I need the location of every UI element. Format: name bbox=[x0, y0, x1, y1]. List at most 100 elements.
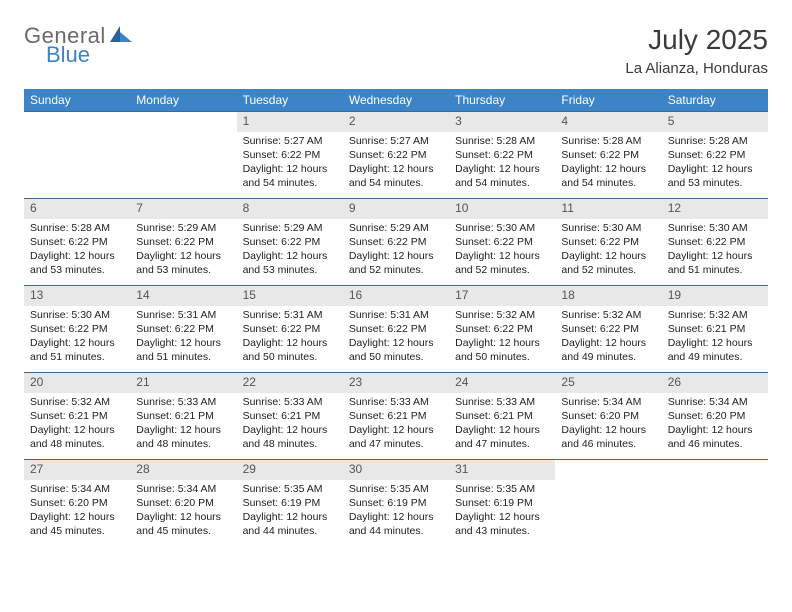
day-detail-line: Daylight: 12 hours bbox=[455, 510, 549, 524]
day-detail-line: Sunrise: 5:28 AM bbox=[30, 221, 124, 235]
day-number: 23 bbox=[343, 373, 449, 393]
calendar-day-cell bbox=[130, 112, 236, 198]
day-detail-line: Sunset: 6:20 PM bbox=[561, 409, 655, 423]
day-details: Sunrise: 5:29 AMSunset: 6:22 PMDaylight:… bbox=[343, 219, 449, 284]
day-detail-line: Sunset: 6:22 PM bbox=[30, 235, 124, 249]
day-detail-line: Sunrise: 5:30 AM bbox=[455, 221, 549, 235]
day-number: 10 bbox=[449, 199, 555, 219]
day-number: 26 bbox=[662, 373, 768, 393]
day-number: 17 bbox=[449, 286, 555, 306]
calendar-day-cell: 14Sunrise: 5:31 AMSunset: 6:22 PMDayligh… bbox=[130, 286, 236, 372]
day-detail-line: Sunset: 6:22 PM bbox=[668, 235, 762, 249]
weekday-label: Wednesday bbox=[343, 89, 449, 111]
day-details: Sunrise: 5:27 AMSunset: 6:22 PMDaylight:… bbox=[237, 132, 343, 197]
weekday-label: Sunday bbox=[24, 89, 130, 111]
calendar-day-cell: 21Sunrise: 5:33 AMSunset: 6:21 PMDayligh… bbox=[130, 373, 236, 459]
day-detail-line: Sunset: 6:22 PM bbox=[30, 322, 124, 336]
day-details: Sunrise: 5:28 AMSunset: 6:22 PMDaylight:… bbox=[449, 132, 555, 197]
day-detail-line: Sunset: 6:22 PM bbox=[243, 235, 337, 249]
day-details: Sunrise: 5:34 AMSunset: 6:20 PMDaylight:… bbox=[24, 480, 130, 545]
calendar-day-cell: 25Sunrise: 5:34 AMSunset: 6:20 PMDayligh… bbox=[555, 373, 661, 459]
day-detail-line: Daylight: 12 hours bbox=[455, 336, 549, 350]
day-number: 9 bbox=[343, 199, 449, 219]
day-detail-line: and 49 minutes. bbox=[561, 350, 655, 364]
day-number: 21 bbox=[130, 373, 236, 393]
day-detail-line: Sunset: 6:22 PM bbox=[561, 148, 655, 162]
day-detail-line: Sunset: 6:22 PM bbox=[349, 322, 443, 336]
day-detail-line: Daylight: 12 hours bbox=[349, 510, 443, 524]
day-detail-line: and 51 minutes. bbox=[30, 350, 124, 364]
day-details: Sunrise: 5:33 AMSunset: 6:21 PMDaylight:… bbox=[237, 393, 343, 458]
day-number: 4 bbox=[555, 112, 661, 132]
day-detail-line: Sunset: 6:21 PM bbox=[668, 322, 762, 336]
day-number: 31 bbox=[449, 460, 555, 480]
day-details: Sunrise: 5:33 AMSunset: 6:21 PMDaylight:… bbox=[343, 393, 449, 458]
day-detail-line: and 44 minutes. bbox=[243, 524, 337, 538]
day-detail-line: Daylight: 12 hours bbox=[455, 249, 549, 263]
day-detail-line: Sunset: 6:22 PM bbox=[455, 235, 549, 249]
day-detail-line: Sunset: 6:19 PM bbox=[349, 496, 443, 510]
calendar-day-cell: 28Sunrise: 5:34 AMSunset: 6:20 PMDayligh… bbox=[130, 460, 236, 546]
day-detail-line: Sunrise: 5:34 AM bbox=[136, 482, 230, 496]
day-detail-line: Sunrise: 5:27 AM bbox=[349, 134, 443, 148]
day-number: 20 bbox=[24, 373, 130, 393]
day-detail-line: Sunrise: 5:28 AM bbox=[668, 134, 762, 148]
day-detail-line: Daylight: 12 hours bbox=[136, 423, 230, 437]
day-detail-line: Daylight: 12 hours bbox=[455, 162, 549, 176]
calendar-day-cell: 20Sunrise: 5:32 AMSunset: 6:21 PMDayligh… bbox=[24, 373, 130, 459]
calendar-day-cell: 24Sunrise: 5:33 AMSunset: 6:21 PMDayligh… bbox=[449, 373, 555, 459]
calendar-day-cell: 9Sunrise: 5:29 AMSunset: 6:22 PMDaylight… bbox=[343, 199, 449, 285]
calendar-day-cell bbox=[555, 460, 661, 546]
day-detail-line: Sunset: 6:21 PM bbox=[136, 409, 230, 423]
calendar-day-cell: 2Sunrise: 5:27 AMSunset: 6:22 PMDaylight… bbox=[343, 112, 449, 198]
day-details: Sunrise: 5:35 AMSunset: 6:19 PMDaylight:… bbox=[449, 480, 555, 545]
day-detail-line: Daylight: 12 hours bbox=[455, 423, 549, 437]
day-detail-line: Sunrise: 5:32 AM bbox=[455, 308, 549, 322]
day-number: 5 bbox=[662, 112, 768, 132]
day-details: Sunrise: 5:30 AMSunset: 6:22 PMDaylight:… bbox=[662, 219, 768, 284]
day-detail-line: Daylight: 12 hours bbox=[136, 336, 230, 350]
header: General Blue July 2025 La Alianza, Hondu… bbox=[24, 24, 768, 77]
weekday-label: Thursday bbox=[449, 89, 555, 111]
day-detail-line: Daylight: 12 hours bbox=[30, 249, 124, 263]
day-detail-line: Sunrise: 5:31 AM bbox=[136, 308, 230, 322]
day-detail-line: Sunrise: 5:28 AM bbox=[561, 134, 655, 148]
day-detail-line: Daylight: 12 hours bbox=[668, 336, 762, 350]
calendar-day-cell: 6 Sunrise: 5:28 AMSunset: 6:22 PMDaylight… bbox=[24, 199, 130, 285]
day-detail-line: Sunrise: 5:33 AM bbox=[136, 395, 230, 409]
calendar-day-cell bbox=[24, 112, 130, 198]
day-detail-line: Sunrise: 5:33 AM bbox=[349, 395, 443, 409]
calendar-day-cell: 22Sunrise: 5:33 AMSunset: 6:21 PMDayligh… bbox=[237, 373, 343, 459]
day-detail-line: Sunset: 6:22 PM bbox=[136, 322, 230, 336]
day-number: 6 bbox=[24, 199, 130, 219]
day-details: Sunrise: 5:28 AMSunset: 6:22 PMDaylight:… bbox=[555, 132, 661, 197]
day-detail-line: Sunrise: 5:34 AM bbox=[561, 395, 655, 409]
weekday-label: Saturday bbox=[662, 89, 768, 111]
day-detail-line: and 49 minutes. bbox=[668, 350, 762, 364]
day-number: 19 bbox=[662, 286, 768, 306]
day-detail-line: Daylight: 12 hours bbox=[561, 162, 655, 176]
day-detail-line: Daylight: 12 hours bbox=[668, 423, 762, 437]
day-detail-line: Sunrise: 5:29 AM bbox=[349, 221, 443, 235]
day-number: 7 bbox=[130, 199, 236, 219]
day-details: Sunrise: 5:35 AMSunset: 6:19 PMDaylight:… bbox=[237, 480, 343, 545]
day-detail-line: Sunset: 6:21 PM bbox=[349, 409, 443, 423]
day-details: Sunrise: 5:35 AMSunset: 6:19 PMDaylight:… bbox=[343, 480, 449, 545]
calendar-week-row: 13Sunrise: 5:30 AMSunset: 6:22 PMDayligh… bbox=[24, 285, 768, 372]
calendar-day-cell: 26Sunrise: 5:34 AMSunset: 6:20 PMDayligh… bbox=[662, 373, 768, 459]
day-details: Sunrise: 5:32 AMSunset: 6:21 PMDaylight:… bbox=[24, 393, 130, 458]
calendar-day-cell: 17Sunrise: 5:32 AMSunset: 6:22 PMDayligh… bbox=[449, 286, 555, 372]
day-detail-line: Sunset: 6:19 PM bbox=[243, 496, 337, 510]
day-detail-line: Daylight: 12 hours bbox=[243, 249, 337, 263]
day-details: Sunrise: 5:31 AMSunset: 6:22 PMDaylight:… bbox=[130, 306, 236, 371]
calendar-day-cell: 10 Sunrise: 5:30 AMSunset: 6:22 PMDayligh… bbox=[449, 199, 555, 285]
day-details: Sunrise: 5:33 AMSunset: 6:21 PMDaylight:… bbox=[130, 393, 236, 458]
day-detail-line: Sunrise: 5:30 AM bbox=[668, 221, 762, 235]
day-detail-line: Daylight: 12 hours bbox=[136, 249, 230, 263]
calendar-day-cell: 4Sunrise: 5:28 AMSunset: 6:22 PMDaylight… bbox=[555, 112, 661, 198]
calendar-week-row: 27Sunrise: 5:34 AMSunset: 6:20 PMDayligh… bbox=[24, 459, 768, 546]
day-detail-line: and 46 minutes. bbox=[561, 437, 655, 451]
calendar-day-cell: 19Sunrise: 5:32 AMSunset: 6:21 PMDayligh… bbox=[662, 286, 768, 372]
calendar-day-cell: 11Sunrise: 5:30 AMSunset: 6:22 PMDayligh… bbox=[555, 199, 661, 285]
day-detail-line: and 52 minutes. bbox=[349, 263, 443, 277]
